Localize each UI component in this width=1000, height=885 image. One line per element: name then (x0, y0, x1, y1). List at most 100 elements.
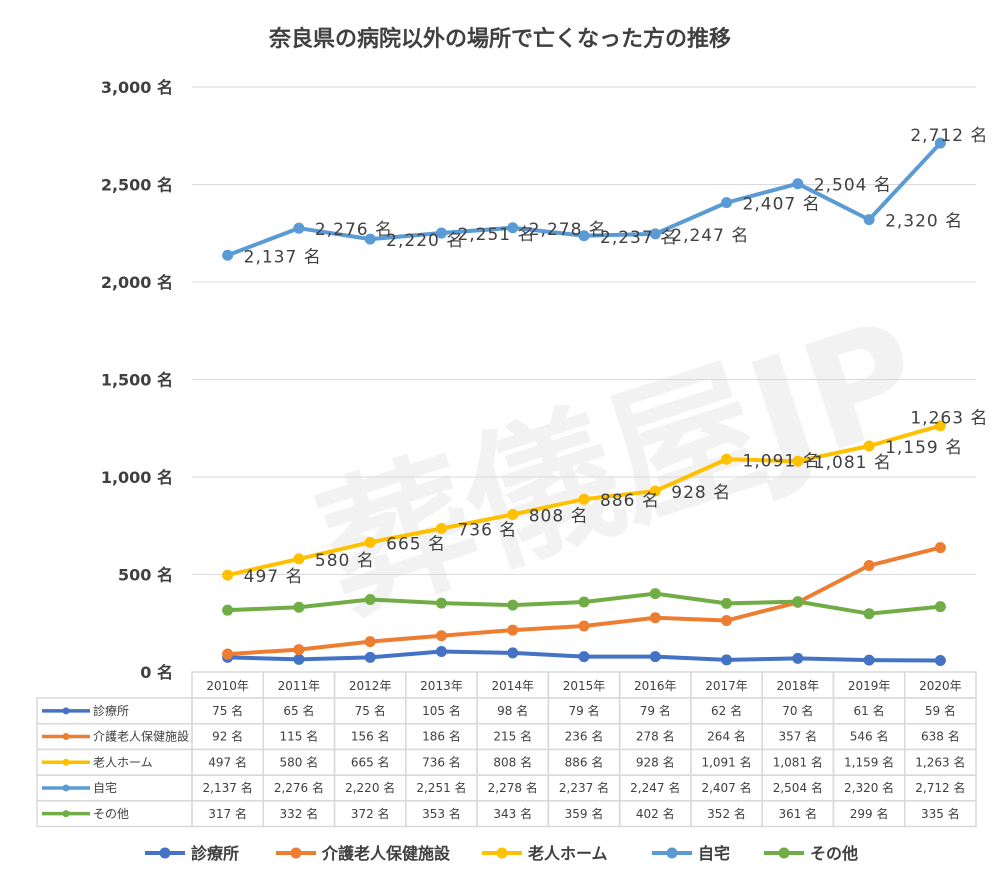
data-label: 808 名 (529, 506, 589, 526)
table-value: 1,091 名 (701, 754, 751, 769)
table-value: 59 名 (925, 703, 956, 718)
legend-key-marker (62, 707, 70, 715)
data-point (792, 596, 804, 608)
table-value: 79 名 (568, 703, 599, 718)
chart-title: 奈良県の病院以外の場所で亡くなった方の推移 (268, 26, 731, 52)
data-point (863, 560, 875, 572)
x-tick-label: 2018年 (777, 679, 820, 693)
table-value: 2,237 名 (559, 780, 609, 795)
table-value: 580 名 (280, 754, 319, 769)
data-point (649, 651, 661, 663)
data-point (578, 620, 590, 632)
legend-label: その他 (810, 844, 858, 863)
legend-key-marker (62, 733, 70, 741)
data-point (364, 636, 376, 648)
data-point (863, 440, 875, 452)
table-value: 357 名 (778, 729, 817, 744)
table-value: 2,712 名 (915, 780, 965, 795)
x-tick-label: 2013年 (420, 679, 463, 693)
table-value: 70 名 (782, 703, 813, 718)
data-point (578, 493, 590, 505)
y-tick-label: 2,500 名 (101, 176, 173, 195)
data-point (863, 608, 875, 620)
table-value: 2,220 名 (345, 780, 395, 795)
legend-marker (290, 847, 302, 859)
data-point (721, 615, 733, 627)
x-tick-label: 2011年 (278, 679, 321, 693)
data-point (792, 652, 804, 664)
x-tick-label: 2012年 (349, 679, 392, 693)
y-tick-label: 1,000 名 (101, 468, 173, 487)
table-value: 928 名 (636, 754, 675, 769)
table-value: 65 名 (283, 703, 314, 718)
legend-marker (159, 847, 171, 859)
data-point (222, 569, 234, 581)
data-label: 2,712 名 (910, 126, 988, 146)
x-tick-label: 2020年 (919, 679, 962, 693)
data-label: 1,081 名 (814, 453, 892, 473)
data-point (222, 648, 234, 660)
table-value: 546 名 (850, 729, 889, 744)
table-value: 736 名 (422, 754, 461, 769)
y-tick-label: 3,000 名 (101, 78, 173, 97)
table-value: 75 名 (355, 703, 386, 718)
data-label: 928 名 (671, 483, 731, 503)
table-value: 98 名 (497, 703, 528, 718)
table-value: 61 名 (854, 703, 885, 718)
table-value: 278 名 (636, 729, 675, 744)
data-label: 1,263 名 (910, 409, 988, 429)
legend-marker (666, 847, 678, 859)
table-series-name: 老人ホーム (93, 755, 153, 769)
table-value: 402 名 (636, 806, 675, 821)
y-tick-label: 1,500 名 (101, 371, 173, 390)
data-point (507, 508, 519, 520)
table-value: 105 名 (422, 703, 461, 718)
data-point (293, 644, 305, 656)
table-value: 2,247 名 (630, 780, 680, 795)
table-value: 264 名 (707, 729, 746, 744)
table-value: 343 名 (493, 806, 532, 821)
data-point (364, 593, 376, 605)
data-point (934, 420, 946, 432)
legend-marker (496, 847, 508, 859)
data-label: 2,278 名 (529, 220, 607, 240)
data-point (578, 230, 590, 242)
data-point (934, 654, 946, 666)
table-value: 1,263 名 (915, 754, 965, 769)
data-point (364, 651, 376, 663)
x-tick-label: 2019年 (848, 679, 891, 693)
data-point (934, 137, 946, 149)
data-point (863, 214, 875, 226)
data-label: 886 名 (600, 491, 660, 511)
data-point (435, 630, 447, 642)
table-value: 2,137 名 (203, 780, 253, 795)
data-label: 2,504 名 (814, 176, 892, 196)
table-value: 372 名 (351, 806, 390, 821)
data-point (293, 222, 305, 234)
legend-marker (778, 847, 790, 859)
data-point (364, 233, 376, 245)
data-point (934, 601, 946, 613)
table-value: 299 名 (850, 806, 889, 821)
data-point (507, 647, 519, 659)
table-value: 332 名 (280, 806, 319, 821)
y-tick-label: 0 名 (140, 663, 173, 682)
data-point (222, 249, 234, 261)
data-point (649, 485, 661, 497)
table-series-name: 介護老人保健施設 (93, 729, 189, 744)
data-label: 497 名 (244, 567, 304, 587)
table-series-name: 診療所 (93, 703, 129, 718)
y-tick-label: 500 名 (118, 566, 173, 585)
x-tick-label: 2010年 (206, 679, 249, 693)
table-value: 2,407 名 (701, 780, 751, 795)
table-value: 2,278 名 (488, 780, 538, 795)
data-point (649, 228, 661, 240)
table-value: 353 名 (422, 806, 461, 821)
data-point (863, 654, 875, 666)
data-label: 2,251 名 (457, 225, 535, 245)
data-point (293, 553, 305, 565)
data-point (293, 601, 305, 613)
table-value: 215 名 (493, 729, 532, 744)
table-value: 1,159 名 (844, 754, 894, 769)
